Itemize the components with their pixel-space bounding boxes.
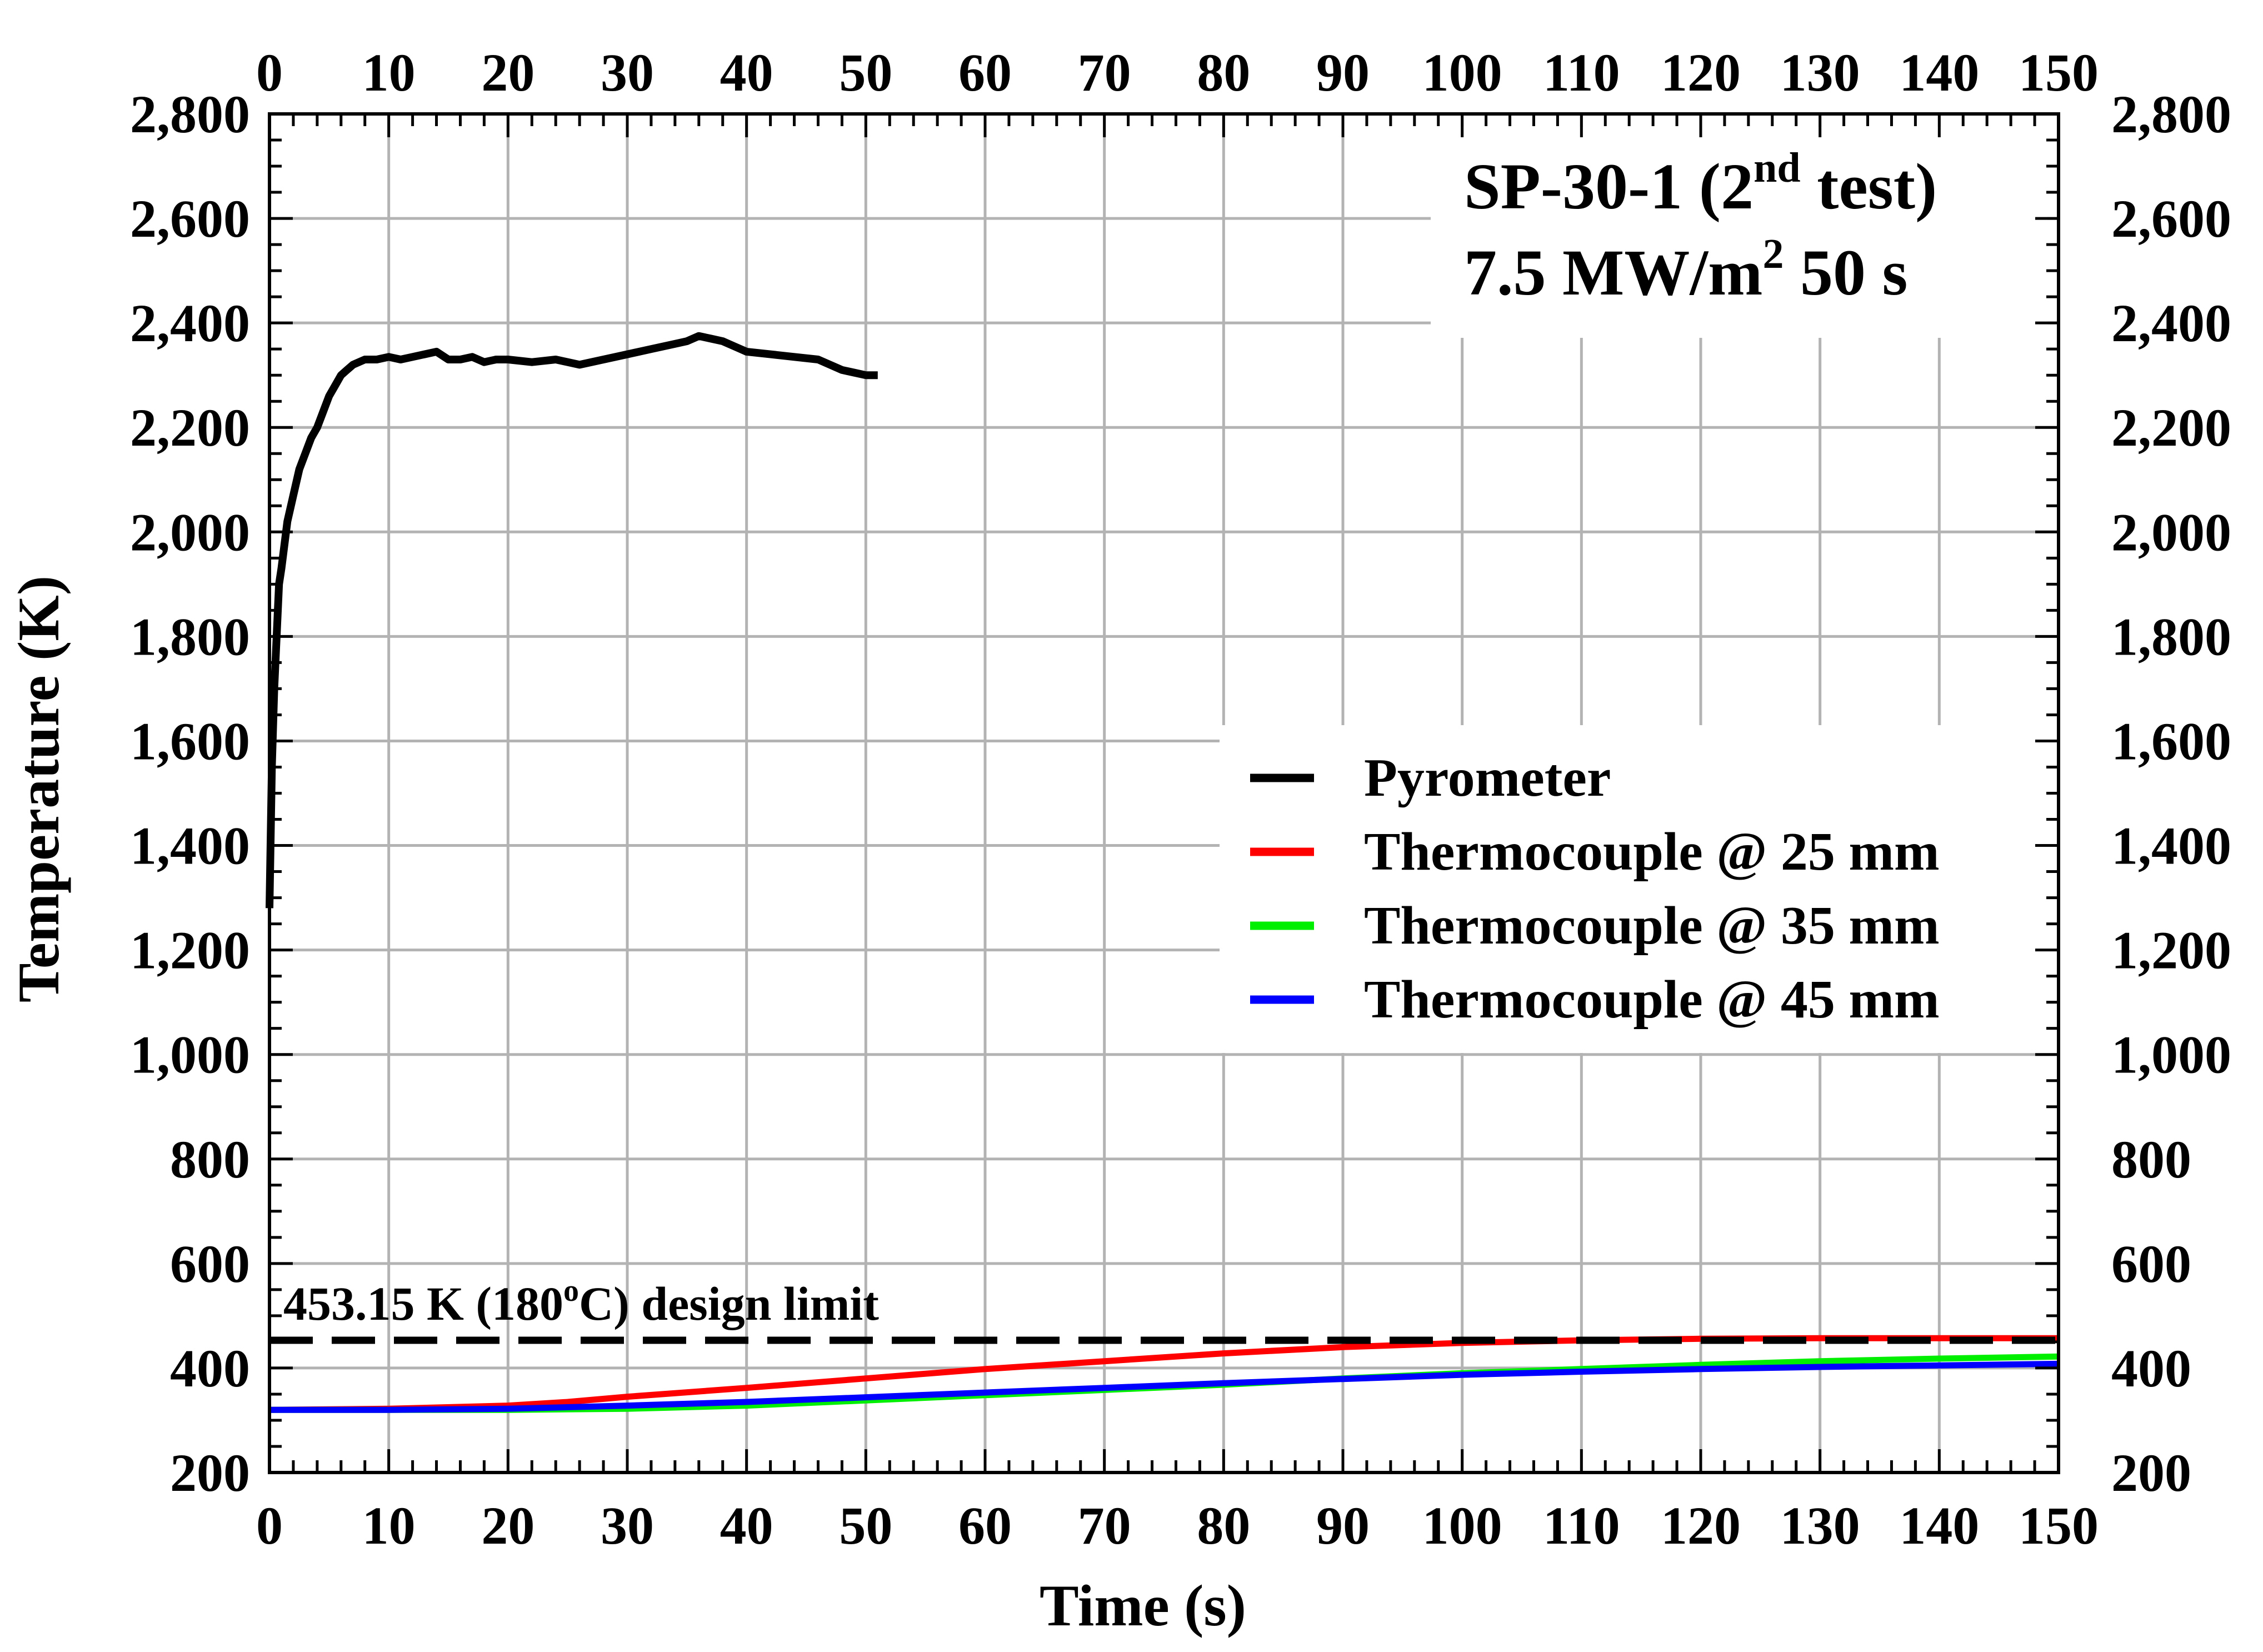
legend-background [1220,725,2056,1053]
x-tick-label-bottom: 50 [839,1496,892,1555]
x-tick-label-bottom: 140 [1899,1496,1979,1555]
x-tick-label-top: 90 [1316,43,1370,102]
x-tick-label-top: 30 [601,43,654,102]
design-limit-label-pre: 453.15 K (180 [283,1277,563,1330]
chart-title-line1-end: test) [1801,150,1937,223]
x-tick-label-bottom: 150 [2019,1496,2099,1555]
x-tick-label-top: 10 [362,43,416,102]
y-tick-label-left: 1,800 [130,607,250,666]
chart-title-line2-text: 7.5 MW/m [1464,236,1762,309]
x-tick-label-bottom: 10 [362,1496,416,1555]
x-tick-label-bottom: 0 [256,1496,283,1555]
y-tick-label-right: 1,600 [2111,711,2231,771]
y-tick-label-right: 2,200 [2111,398,2231,457]
y-tick-label-left: 2,000 [130,502,250,562]
chart-title-line2: 7.5 MW/m2 50 s [1464,231,1907,309]
x-tick-label-bottom: 120 [1661,1496,1741,1555]
y-tick-label-left: 400 [170,1339,250,1398]
y-tick-label-right: 1,000 [2111,1025,2231,1085]
x-tick-label-bottom: 20 [481,1496,534,1555]
y-tick-label-right: 1,400 [2111,816,2231,876]
y-tick-label-left: 1,600 [130,711,250,771]
y-tick-label-left: 1,200 [130,921,250,980]
x-axis-title: Time (s) [1040,1573,1246,1638]
x-tick-label-bottom: 90 [1316,1496,1370,1555]
y-tick-label-right: 200 [2111,1443,2191,1503]
title-box [1431,127,2047,338]
x-tick-label-bottom: 80 [1197,1496,1250,1555]
y-tick-label-left: 800 [170,1130,250,1189]
y-tick-label-left: 2,400 [130,293,250,353]
y-tick-label-left: 1,000 [130,1025,250,1085]
x-tick-label-top: 50 [839,43,892,102]
tick-marks [268,112,2060,1474]
x-tick-label-top: 60 [958,43,1012,102]
y-tick-label-right: 800 [2111,1130,2191,1189]
y-tick-label-right: 400 [2111,1339,2191,1398]
chart-title-line1-text: SP-30-1 (2 [1464,150,1754,223]
series-line-3 [269,1360,2059,1413]
x-tick-label-bottom: 40 [720,1496,773,1555]
legend-label-3: Thermocouple @ 45 mm [1364,970,1940,1030]
x-tick-label-top: 120 [1661,43,1741,102]
y-tick-label-right: 2,600 [2111,189,2231,248]
x-tick-label-bottom: 30 [601,1496,654,1555]
x-tick-label-top: 20 [481,43,534,102]
series-line-0 [266,332,878,909]
x-tick-label-bottom: 110 [1543,1496,1620,1555]
x-tick-label-bottom: 70 [1078,1496,1131,1555]
title-background [1431,127,2047,338]
x-tick-label-bottom: 60 [958,1496,1012,1555]
design-limit-label: 453.15 K (180oC) design limit [283,1274,879,1330]
y-tick-label-left: 2,600 [130,189,250,248]
x-tick-label-top: 100 [1422,43,1502,102]
x-tick-label-top: 130 [1780,43,1860,102]
y-tick-label-left: 2,800 [130,84,250,144]
y-tick-label-left: 2,200 [130,398,250,457]
x-tick-label-top: 70 [1078,43,1131,102]
x-tick-label-top: 150 [2019,43,2099,102]
y-tick-label-right: 1,800 [2111,607,2231,666]
y-tick-label-left: 1,400 [130,816,250,876]
y-tick-label-right: 2,800 [2111,84,2231,144]
tick-labels: 0 0 10 10 20 20 30 30 40 40 50 50 60 60 70 70 80 80 90 90 10… [130,43,2231,1555]
design-limit-label-post: C) design limit [579,1277,879,1330]
chart-title-line2-end: 50 s [1784,236,1907,309]
x-tick-label-bottom: 100 [1422,1496,1502,1555]
x-tick-label-top: 40 [720,43,773,102]
y-tick-label-right: 2,000 [2111,502,2231,562]
x-tick-label-top: 140 [1899,43,1979,102]
y-tick-label-left: 200 [170,1443,250,1503]
y-tick-label-right: 600 [2111,1234,2191,1294]
x-tick-label-top: 0 [256,43,283,102]
legend-label-0: Pyrometer [1364,748,1611,808]
y-tick-label-right: 1,200 [2111,921,2231,980]
legend: Pyrometer Thermocouple @ 25 mm Thermocoupl… [1220,725,2056,1053]
y-tick-label-right: 2,400 [2111,293,2231,353]
y-tick-label-left: 600 [170,1234,250,1294]
legend-label-1: Thermocouple @ 25 mm [1364,822,1940,882]
legend-label-2: Thermocouple @ 35 mm [1364,896,1940,956]
x-tick-label-top: 80 [1197,43,1250,102]
chart-title-line1: SP-30-1 (2nd test) [1464,144,1937,223]
y-axis-title: Temperature (K) [6,576,71,1002]
chart-title-line1-sup: nd [1754,144,1801,191]
x-tick-label-top: 110 [1543,43,1620,102]
x-tick-label-bottom: 130 [1780,1496,1860,1555]
design-limit-label-sup: o [563,1274,579,1308]
chart-title-line2-sup: 2 [1762,231,1784,277]
